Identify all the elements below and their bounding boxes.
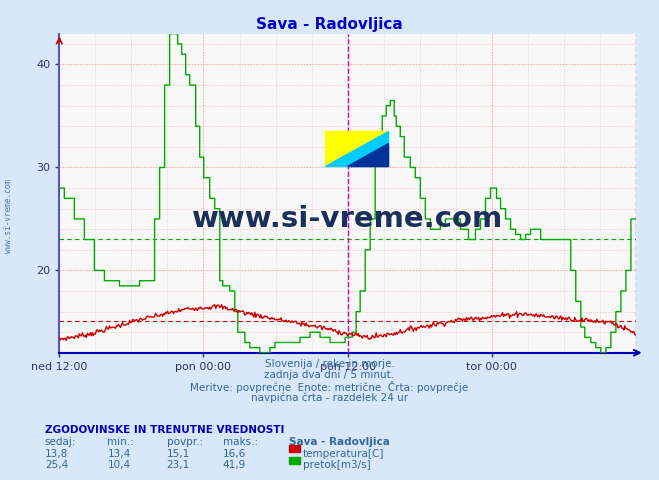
Text: min.:: min.: [107, 437, 134, 447]
Text: 10,4: 10,4 [107, 460, 130, 470]
Text: pretok[m3/s]: pretok[m3/s] [303, 460, 371, 470]
Text: zadnja dva dni / 5 minut.: zadnja dva dni / 5 minut. [264, 370, 395, 380]
Polygon shape [325, 131, 388, 166]
Text: ZGODOVINSKE IN TRENUTNE VREDNOSTI: ZGODOVINSKE IN TRENUTNE VREDNOSTI [45, 425, 284, 435]
Text: 16,6: 16,6 [223, 449, 246, 459]
Text: sedaj:: sedaj: [45, 437, 76, 447]
Text: Meritve: povprečne  Enote: metrične  Črta: povprečje: Meritve: povprečne Enote: metrične Črta:… [190, 381, 469, 393]
Text: Sava - Radovljica: Sava - Radovljica [256, 17, 403, 32]
Text: 15,1: 15,1 [167, 449, 190, 459]
Polygon shape [347, 143, 388, 166]
Text: maks.:: maks.: [223, 437, 258, 447]
Text: povpr.:: povpr.: [167, 437, 203, 447]
Text: temperatura[C]: temperatura[C] [303, 449, 385, 459]
Text: navpična črta - razdelek 24 ur: navpična črta - razdelek 24 ur [251, 392, 408, 403]
Text: www.si-vreme.com: www.si-vreme.com [192, 205, 503, 233]
Text: 25,4: 25,4 [45, 460, 68, 470]
Polygon shape [325, 131, 388, 166]
Text: 23,1: 23,1 [167, 460, 190, 470]
Text: 41,9: 41,9 [223, 460, 246, 470]
Text: www.si-vreme.com: www.si-vreme.com [4, 179, 13, 253]
Text: Sava - Radovljica: Sava - Radovljica [289, 437, 389, 447]
Text: 13,8: 13,8 [45, 449, 68, 459]
Text: 13,4: 13,4 [107, 449, 130, 459]
Text: Slovenija / reke in morje.: Slovenija / reke in morje. [264, 359, 395, 369]
